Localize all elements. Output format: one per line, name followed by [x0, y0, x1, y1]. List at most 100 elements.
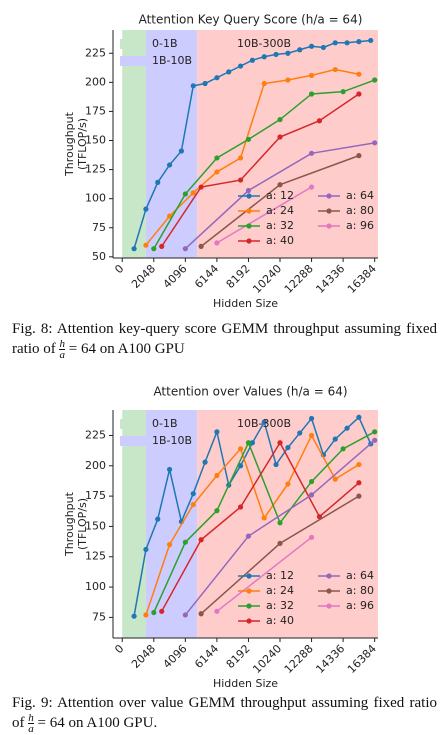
point	[166, 466, 173, 473]
point	[166, 162, 173, 168]
point	[308, 91, 315, 97]
point	[237, 504, 244, 510]
point	[166, 213, 173, 219]
x-tick-label: 16384	[345, 642, 379, 676]
point	[198, 537, 204, 543]
y-tick-label: 75	[92, 610, 106, 623]
point	[277, 520, 283, 526]
y-axis-label-line: Throughput	[63, 491, 76, 557]
point	[277, 440, 283, 446]
numerator: h	[59, 338, 65, 350]
point	[198, 611, 204, 617]
region	[145, 30, 198, 258]
point	[308, 150, 315, 156]
point	[356, 480, 362, 486]
point	[214, 472, 220, 479]
point	[340, 446, 346, 452]
legend-label: a: 40	[266, 234, 294, 247]
point	[202, 459, 208, 465]
point	[332, 40, 338, 46]
point	[332, 436, 338, 442]
point	[245, 440, 252, 446]
caption-text: Fig. 9: Attention over value GEMM throug…	[12, 695, 437, 731]
x-tick-label: 0	[112, 262, 126, 276]
point	[237, 463, 244, 469]
point	[308, 415, 315, 422]
x-tick-label: 6144	[192, 642, 221, 671]
point	[131, 613, 137, 619]
point	[273, 51, 279, 58]
denominator: a	[59, 349, 65, 361]
legend-marker	[326, 208, 332, 214]
point	[198, 184, 204, 190]
point	[308, 72, 315, 78]
legend-label: a: 24	[266, 584, 294, 597]
point	[159, 243, 165, 249]
point	[308, 432, 315, 439]
point	[356, 461, 362, 468]
point	[143, 546, 149, 553]
chart-title: Attention over Values (h/a = 64)	[153, 385, 347, 399]
point	[308, 478, 315, 485]
legend-label: 0-1B	[152, 37, 178, 50]
x-tick-label: 6144	[192, 262, 221, 291]
legend-swatch	[205, 419, 231, 429]
point	[143, 206, 149, 212]
point	[214, 240, 220, 246]
point	[226, 69, 232, 75]
point	[249, 440, 256, 446]
point	[308, 184, 315, 190]
x-tick-label: 8192	[224, 262, 253, 291]
legend-label: 1B-10B	[152, 434, 192, 447]
legend-label: a: 12	[266, 569, 294, 582]
point	[237, 446, 244, 452]
point	[285, 50, 291, 56]
point	[182, 246, 188, 252]
y-tick-label: 200	[85, 459, 106, 472]
caption: Fig. 8: Attention key-query score GEMM t…	[12, 320, 437, 361]
legend-swatch	[120, 56, 146, 66]
legend-swatch	[120, 436, 146, 446]
legend-marker	[326, 193, 332, 199]
series-line	[184, 439, 376, 616]
point	[214, 608, 220, 614]
x-tick-label: 10240	[250, 262, 284, 296]
legend-marker	[326, 603, 332, 609]
point	[182, 539, 188, 545]
x-tick-label: 2048	[129, 262, 158, 291]
point	[245, 533, 252, 539]
series-line	[161, 93, 360, 247]
y-axis-label-line: (TFLOP/s)	[76, 498, 89, 550]
chart-title: Attention Key Query Score (h/a = 64)	[139, 13, 363, 27]
y-axis-label: Throughput(TFLOP/s)	[63, 111, 89, 177]
y-axis-label-line: (TFLOP/s)	[76, 118, 89, 170]
region	[145, 410, 198, 638]
legend-label: a: 40	[266, 614, 294, 627]
point	[332, 476, 338, 482]
caption-text: Fig. 8: Attention key-query score GEMM t…	[12, 321, 437, 357]
point	[155, 516, 161, 522]
legend-marker	[246, 208, 252, 214]
point	[151, 609, 157, 616]
x-tick-label: 14336	[313, 642, 347, 676]
point	[356, 153, 362, 159]
series-line	[153, 431, 376, 613]
point	[273, 461, 279, 468]
legend-marker	[326, 573, 332, 579]
legend-label: a: 24	[266, 204, 294, 217]
point	[214, 169, 220, 175]
x-axis-label: Hidden Size	[213, 297, 278, 310]
legend-marker	[246, 238, 252, 244]
point	[178, 148, 185, 154]
y-axis-label-line: Throughput	[63, 111, 76, 177]
y-tick-label: 175	[85, 489, 106, 502]
x-tick-label: 0	[112, 642, 126, 656]
legend-label: a: 64	[346, 189, 374, 202]
point	[245, 187, 252, 194]
point	[344, 425, 350, 431]
x-tick-label: 4096	[161, 642, 190, 671]
point	[285, 444, 291, 451]
y-tick-label: 75	[92, 221, 106, 234]
legend-marker	[246, 603, 252, 609]
